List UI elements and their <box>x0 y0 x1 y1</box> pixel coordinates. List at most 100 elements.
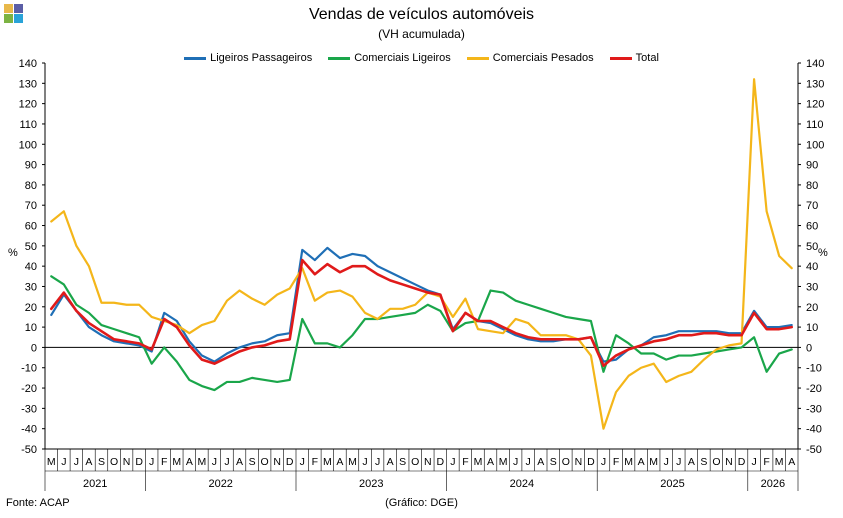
y-tick-label-right: 10 <box>806 322 818 334</box>
year-label: 2023 <box>359 478 383 490</box>
month-tick-label: M <box>172 456 181 468</box>
y-tick-label-left: 100 <box>19 139 37 151</box>
month-tick-label: M <box>499 456 508 468</box>
series-line-0 <box>50 246 793 363</box>
month-tick-label: M <box>474 456 483 468</box>
logo-square <box>4 14 13 23</box>
y-tick-label-left: 70 <box>25 200 37 212</box>
y-axis-unit-right: % <box>818 247 828 259</box>
month-tick-label: F <box>613 456 619 468</box>
month-tick-label: A <box>85 456 92 468</box>
legend-label: Comerciais Pesados <box>492 52 594 64</box>
y-tick-label-left: 50 <box>25 241 37 253</box>
y-tick-label-left: -10 <box>21 363 37 375</box>
month-tick-label: M <box>649 456 658 468</box>
y-tick-label-left: 140 <box>19 58 37 70</box>
y-tick-label-right: 50 <box>806 241 818 253</box>
legend-label: Ligeiros Passageiros <box>210 52 313 64</box>
legend-swatch <box>328 56 351 60</box>
month-tick-label: A <box>236 456 243 468</box>
y-tick-label-left: 60 <box>25 221 37 233</box>
month-tick-label: J <box>61 456 66 468</box>
legend-item: Comerciais Ligeiros <box>328 52 451 64</box>
series-line-1 <box>50 275 793 392</box>
month-tick-label: F <box>312 456 318 468</box>
month-tick-label: S <box>550 456 557 468</box>
y-tick-label-right: 40 <box>806 261 818 273</box>
y-tick-label-left: -30 <box>21 403 37 415</box>
y-tick-label-left: -20 <box>21 383 37 395</box>
month-tick-label: N <box>575 456 583 468</box>
y-tick-label-right: 80 <box>806 180 818 192</box>
month-tick-label: M <box>624 456 633 468</box>
month-tick-label: J <box>300 456 305 468</box>
chart-subtitle: (VH acumulada) <box>378 27 465 41</box>
month-tick-label: J <box>224 456 229 468</box>
y-tick-label-right: -10 <box>806 363 822 375</box>
y-tick-label-right: 30 <box>806 281 818 293</box>
y-tick-label-left: 10 <box>25 322 37 334</box>
legend-item: Comerciais Pesados <box>466 52 594 64</box>
credit-note: (Gráfico: DGE) <box>385 497 458 509</box>
month-tick-label: S <box>399 456 406 468</box>
legend-item: Ligeiros Passageiros <box>184 52 312 64</box>
month-tick-label: D <box>587 456 595 468</box>
chart-legend: Ligeiros Passageiros Comerciais Ligeiros… <box>0 52 843 64</box>
month-tick-label: J <box>751 456 756 468</box>
month-tick-label: O <box>712 456 720 468</box>
y-tick-label-right: 120 <box>806 99 824 111</box>
year-label: 2025 <box>660 478 684 490</box>
legend-label: Comerciais Ligeiros <box>354 52 451 64</box>
chart-title: Vendas de veículos automóveis <box>308 6 535 23</box>
y-tick-label-right: -30 <box>806 403 822 415</box>
legend-item: Total <box>609 52 659 64</box>
month-tick-label: A <box>788 456 795 468</box>
y-tick-label-left: 0 <box>31 342 37 354</box>
month-tick-label: M <box>775 456 784 468</box>
y-tick-label-right: 0 <box>806 342 812 354</box>
y-tick-label-right: 60 <box>806 221 818 233</box>
month-tick-label: J <box>676 456 681 468</box>
month-tick-label: J <box>149 456 154 468</box>
y-tick-label-left: 20 <box>25 302 37 314</box>
month-tick-label: A <box>537 456 544 468</box>
y-axis-unit-left: % <box>8 247 18 259</box>
series-line-2 <box>50 78 793 430</box>
month-tick-label: M <box>323 456 332 468</box>
month-tick-label: S <box>700 456 707 468</box>
y-tick-label-right: 130 <box>806 78 824 90</box>
y-tick-label-left: 30 <box>25 281 37 293</box>
y-tick-label-right: 100 <box>806 139 824 151</box>
month-tick-label: M <box>348 456 357 468</box>
y-tick-label-left: 80 <box>25 180 37 192</box>
y-tick-label-right: -50 <box>806 444 822 456</box>
y-tick-label-left: 120 <box>19 99 37 111</box>
month-tick-label: J <box>526 456 531 468</box>
year-label: 2022 <box>208 478 232 490</box>
month-tick-label: A <box>487 456 494 468</box>
y-tick-label-right: 110 <box>806 119 824 131</box>
y-tick-label-left: 40 <box>25 261 37 273</box>
month-tick-label: N <box>424 456 432 468</box>
month-tick-label: M <box>47 456 56 468</box>
month-tick-label: J <box>664 456 669 468</box>
y-tick-label-left: 130 <box>19 78 37 90</box>
month-tick-label: J <box>375 456 380 468</box>
legend-swatch <box>609 56 632 60</box>
month-tick-label: A <box>186 456 193 468</box>
year-label: 2024 <box>510 478 534 490</box>
month-tick-label: J <box>513 456 518 468</box>
month-tick-label: F <box>763 456 769 468</box>
month-tick-label: J <box>450 456 455 468</box>
month-tick-label: A <box>387 456 394 468</box>
month-tick-label: N <box>123 456 131 468</box>
legend-swatch <box>466 56 489 60</box>
month-tick-label: M <box>198 456 207 468</box>
month-tick-label: D <box>437 456 445 468</box>
month-tick-label: O <box>110 456 118 468</box>
y-tick-label-right: 70 <box>806 200 818 212</box>
y-tick-label-right: 140 <box>806 58 824 70</box>
y-tick-label-left: 90 <box>25 160 37 172</box>
month-tick-label: J <box>601 456 606 468</box>
